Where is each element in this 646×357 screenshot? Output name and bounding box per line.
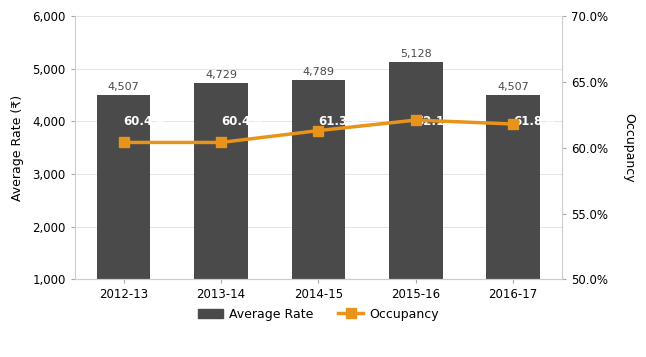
Text: 60.4%: 60.4% bbox=[123, 115, 165, 128]
Bar bbox=[486, 95, 540, 332]
Text: 62.1%: 62.1% bbox=[416, 115, 457, 128]
Text: 60.4%: 60.4% bbox=[221, 115, 262, 128]
Text: 61.8%: 61.8% bbox=[513, 115, 554, 128]
Bar bbox=[97, 95, 151, 332]
Text: 5,128: 5,128 bbox=[400, 49, 432, 59]
Y-axis label: Occupancy: Occupancy bbox=[622, 113, 635, 182]
Y-axis label: Average Rate (₹): Average Rate (₹) bbox=[11, 95, 24, 201]
Bar bbox=[389, 62, 443, 332]
Bar bbox=[291, 80, 345, 332]
Text: 4,729: 4,729 bbox=[205, 70, 237, 80]
Text: 61.3%: 61.3% bbox=[318, 115, 359, 128]
Legend: Average Rate, Occupancy: Average Rate, Occupancy bbox=[193, 303, 444, 326]
Text: 4,507: 4,507 bbox=[497, 82, 529, 92]
Text: 4,507: 4,507 bbox=[108, 82, 140, 92]
Bar bbox=[194, 83, 247, 332]
Text: 4,789: 4,789 bbox=[302, 67, 335, 77]
